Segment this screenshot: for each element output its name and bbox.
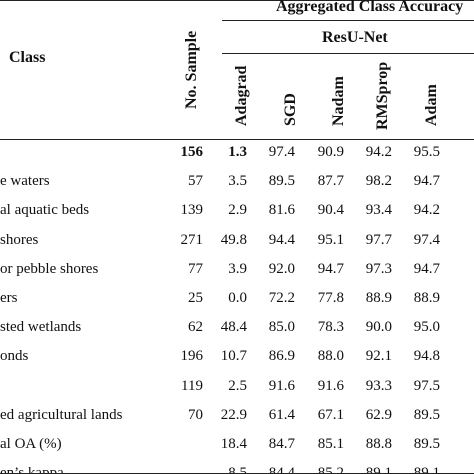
sample-count: 77 bbox=[188, 260, 203, 277]
sample-count: 25 bbox=[188, 290, 203, 306]
accuracy-cell: 95.1 bbox=[317, 231, 344, 248]
sample-count: 119 bbox=[181, 377, 203, 394]
sample-count: 57 bbox=[188, 173, 203, 190]
header-bottom-rule bbox=[0, 139, 474, 140]
accuracy-cell: 97.5 bbox=[413, 377, 440, 394]
accuracy-cell: 90.4 bbox=[317, 202, 344, 219]
accuracy-cell: 61.4 bbox=[268, 406, 295, 423]
accuracy-cell: 77.8 bbox=[317, 290, 344, 306]
accuracy-cell: 92.1 bbox=[365, 348, 392, 365]
accuracy-cell: 97.4 bbox=[268, 144, 295, 160]
accuracy-cell: 62.9 bbox=[365, 406, 392, 423]
accuracy-cell: 90.0 bbox=[365, 319, 392, 336]
class-label: en’s kappa bbox=[0, 465, 64, 474]
accuracy-cell: 84.4 bbox=[268, 465, 295, 474]
optimizer-header-nadam: Nadam bbox=[330, 76, 347, 126]
class-label: shores bbox=[0, 231, 39, 248]
accuracy-cell: 89.5 bbox=[268, 173, 295, 190]
accuracy-cell: 89.1 bbox=[413, 465, 440, 474]
accuracy-cell: 0.0 bbox=[228, 290, 247, 306]
accuracy-cell: 88.8 bbox=[365, 436, 392, 452]
accuracy-cell: 94.7 bbox=[317, 260, 344, 277]
accuracy-cell: 85.0 bbox=[268, 319, 295, 336]
accuracy-cell: 95.0 bbox=[413, 319, 440, 336]
model-rule bbox=[222, 53, 474, 54]
class-label: or pebble shores bbox=[0, 260, 99, 277]
accuracy-cell: 78.3 bbox=[317, 319, 344, 336]
accuracy-cell: 88.9 bbox=[365, 290, 392, 306]
accuracy-cell: 89.5 bbox=[413, 406, 440, 423]
accuracy-cell: 86.9 bbox=[268, 348, 295, 365]
accuracy-cell: 94.4 bbox=[268, 231, 295, 248]
optimizer-header-rmsprop: RMSprop bbox=[374, 61, 391, 130]
accuracy-cell: 89.5 bbox=[413, 436, 440, 452]
accuracy-cell: 1.3 bbox=[228, 144, 247, 160]
class-label: ers bbox=[0, 290, 18, 306]
accuracy-cell: 95.5 bbox=[413, 144, 440, 160]
accuracy-cell: 3.9 bbox=[228, 260, 247, 277]
accuracy-cell: 89.1 bbox=[365, 465, 392, 474]
accuracy-cell: 94.7 bbox=[413, 173, 440, 190]
accuracy-cell: 10.7 bbox=[220, 348, 247, 365]
sample-count: 70 bbox=[188, 406, 203, 423]
accuracy-cell: 98.2 bbox=[365, 173, 392, 190]
accuracy-cell: 93.4 bbox=[365, 202, 392, 219]
accuracy-cell: 97.7 bbox=[365, 231, 392, 248]
accuracy-cell: 94.7 bbox=[413, 260, 440, 277]
class-label: sted wetlands bbox=[0, 319, 82, 336]
class-label: onds bbox=[0, 348, 29, 365]
accuracy-cell: 48.4 bbox=[220, 319, 247, 336]
accuracy-cell: 81.6 bbox=[268, 202, 295, 219]
class-label: al aquatic beds bbox=[0, 202, 90, 219]
top-rule bbox=[0, 0, 474, 1]
class-label: ed agricultural lands bbox=[0, 406, 123, 423]
optimizer-header-sgd: SGD bbox=[282, 93, 299, 126]
accuracy-cell: 93.3 bbox=[365, 377, 392, 394]
sample-count: 62 bbox=[188, 319, 203, 336]
class-column-header: Class bbox=[9, 49, 46, 66]
model-name: ResU-Net bbox=[322, 29, 388, 46]
accuracy-cell: 18.4 bbox=[220, 436, 247, 452]
accuracy-cell: 97.3 bbox=[365, 260, 392, 277]
accuracy-cell: 22.9 bbox=[220, 406, 247, 423]
accuracy-cell: 88.9 bbox=[413, 290, 440, 306]
sample-count: 139 bbox=[180, 202, 204, 219]
sample-count: 196 bbox=[180, 348, 204, 365]
accuracy-cell: 91.6 bbox=[268, 377, 295, 394]
optimizer-header-adam: Adam bbox=[423, 84, 440, 126]
accuracy-cell: 85.1 bbox=[317, 436, 344, 452]
sample-count: 271 bbox=[180, 231, 204, 248]
accuracy-cell: 2.9 bbox=[228, 202, 247, 219]
accuracy-cell: 88.0 bbox=[317, 348, 344, 365]
sample-count: 156 bbox=[180, 144, 204, 160]
accuracy-cell: 8.5 bbox=[228, 465, 247, 474]
optimizer-header-adagrad: Adagrad bbox=[233, 65, 250, 126]
class-label: al OA (%) bbox=[0, 436, 62, 452]
accuracy-cell: 92.0 bbox=[268, 260, 295, 277]
accuracy-cell: 87.7 bbox=[317, 173, 344, 190]
accuracy-cell: 49.8 bbox=[220, 231, 247, 248]
accuracy-cell: 90.9 bbox=[317, 144, 344, 160]
sample-column-header: No. Sample bbox=[183, 30, 200, 109]
accuracy-cell: 97.4 bbox=[413, 231, 440, 248]
accuracy-cell: 94.2 bbox=[365, 144, 392, 160]
group-title: Aggregated Class Accuracy bbox=[276, 0, 464, 15]
accuracy-cell: 72.2 bbox=[268, 290, 295, 306]
accuracy-cell: 2.5 bbox=[228, 377, 247, 394]
group-rule bbox=[222, 20, 474, 21]
accuracy-cell: 94.2 bbox=[413, 202, 440, 219]
class-label: e waters bbox=[0, 173, 50, 190]
accuracy-cell: 3.5 bbox=[228, 173, 247, 190]
accuracy-cell: 84.7 bbox=[268, 436, 295, 452]
accuracy-cell: 91.6 bbox=[317, 377, 344, 394]
accuracy-cell: 67.1 bbox=[317, 406, 344, 423]
accuracy-cell: 94.8 bbox=[413, 348, 440, 365]
accuracy-cell: 85.2 bbox=[317, 465, 344, 474]
